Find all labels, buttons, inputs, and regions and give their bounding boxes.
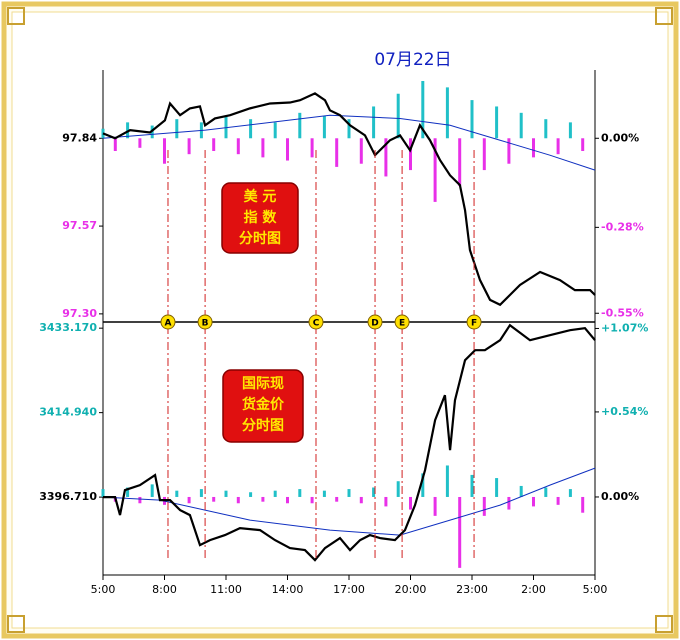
y-tick-label: 97.84	[62, 131, 97, 144]
price-line	[103, 323, 596, 562]
frame-inner	[11, 11, 669, 629]
y-tick-label: 3433.170	[39, 321, 97, 334]
event-label: B	[202, 319, 209, 329]
y-tick-label: 3396.710	[39, 490, 97, 503]
event-label: F	[471, 319, 477, 329]
corner-ornaments	[7, 7, 673, 633]
x-tick-label: 2:00	[521, 583, 546, 596]
event-marker	[466, 314, 482, 330]
x-tick-label: 5:00	[91, 583, 116, 596]
y2-tick-label: -0.28%	[601, 220, 644, 233]
label-box	[221, 182, 299, 254]
box-text: 指 数	[244, 209, 278, 226]
x-tick-label: 17:00	[333, 583, 365, 596]
box-text: 美 元	[244, 188, 277, 205]
event-marker	[308, 314, 324, 330]
box-text: 分时图	[242, 417, 284, 434]
event-label: A	[165, 319, 172, 329]
event-marker	[367, 314, 383, 330]
box-text: 货金价	[241, 396, 285, 413]
x-tick-label: 11:00	[210, 583, 242, 596]
price-line	[102, 92, 596, 307]
event-marker	[197, 314, 213, 330]
y-tick-label: 97.57	[62, 219, 97, 232]
x-tick-label: 5:00	[583, 583, 608, 596]
label-box	[222, 369, 304, 443]
event-label: D	[371, 319, 378, 329]
average-line	[102, 114, 596, 171]
y-tick-label: 3414.940	[39, 406, 97, 419]
y2-tick-label: +1.07%	[601, 321, 648, 334]
event-marker	[394, 314, 410, 330]
event-marker	[160, 314, 176, 330]
y2-tick-label: 0.00%	[601, 131, 639, 144]
y-tick-label: 97.30	[62, 307, 97, 320]
x-tick-label: 20:00	[395, 583, 427, 596]
event-label: C	[313, 319, 320, 329]
y2-tick-label: +0.54%	[601, 405, 648, 418]
box-text: 国际现	[242, 376, 284, 392]
box-text: 分时图	[239, 230, 281, 247]
y2-tick-label: 0.00%	[601, 490, 639, 503]
y2-tick-label: -0.55%	[601, 306, 644, 319]
x-tick-label: 8:00	[152, 583, 177, 596]
x-tick-label: 14:00	[272, 583, 304, 596]
chart-title: 07月22日	[374, 50, 451, 70]
x-tick-label: 23:00	[456, 583, 488, 596]
event-label: E	[399, 319, 405, 329]
